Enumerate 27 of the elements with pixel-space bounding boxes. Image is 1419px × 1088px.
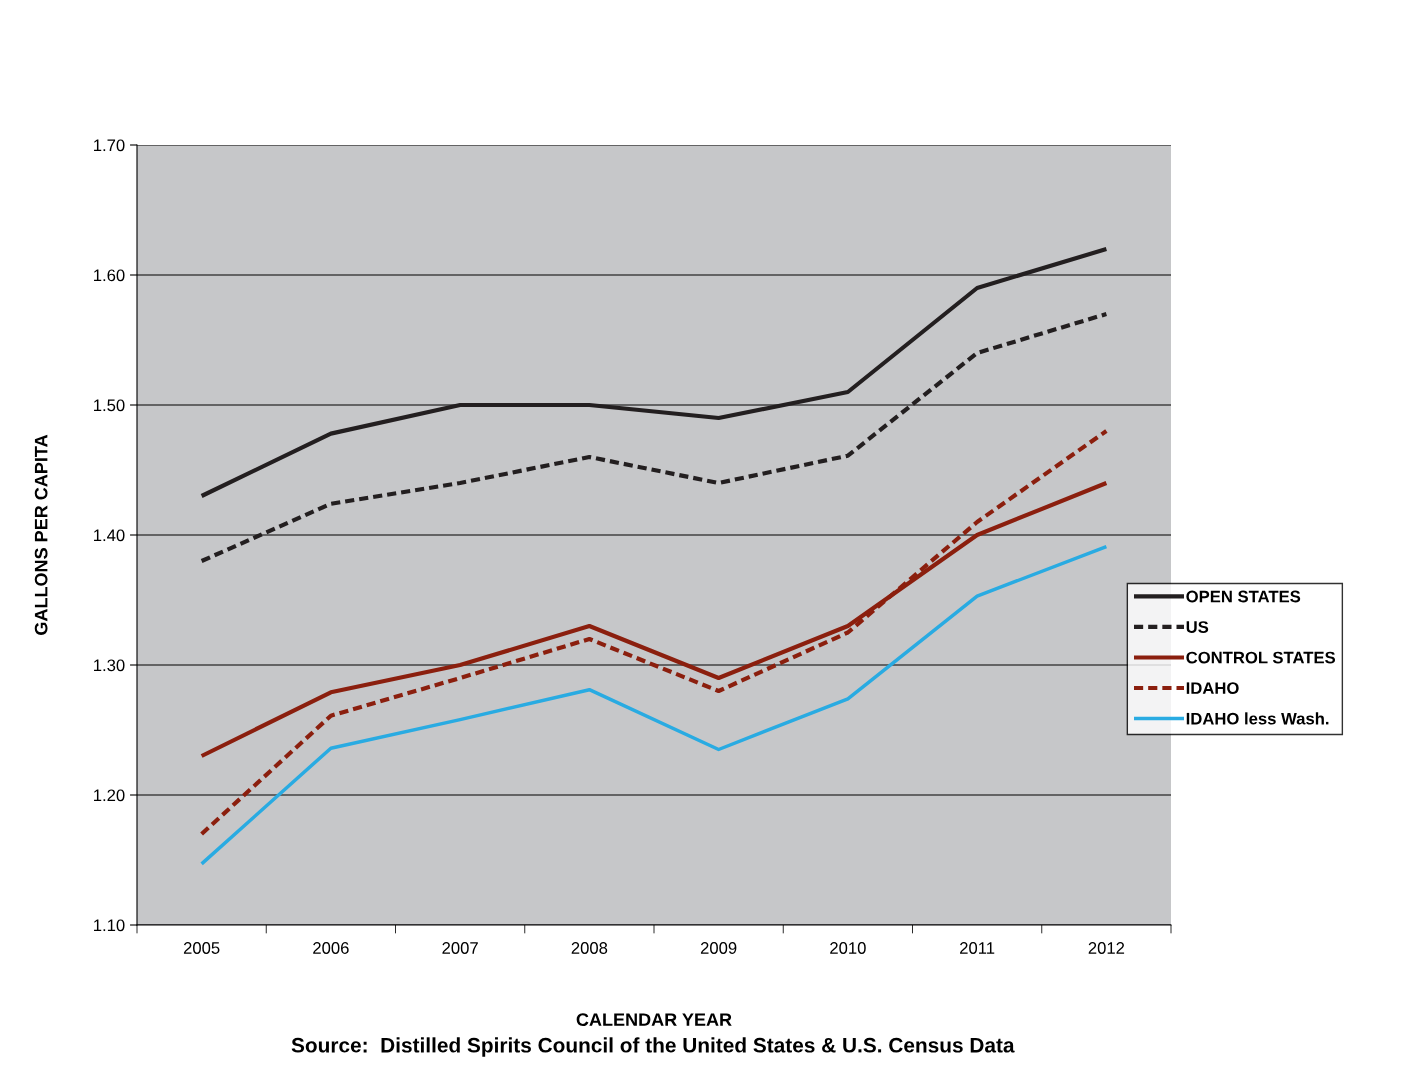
y-tick-label: 1.50 — [94, 399, 125, 412]
y-tick-label: 1.60 — [94, 269, 125, 282]
x-tick-label: 2008 — [571, 942, 608, 954]
y-tick-label: 1.30 — [94, 659, 125, 672]
x-axis-title: CALENDAR YEAR — [576, 1013, 732, 1027]
legend-label: IDAHO — [1186, 682, 1239, 695]
legend-label: IDAHO less Wash. — [1186, 712, 1329, 725]
x-tick-label: 2009 — [700, 942, 737, 954]
y-tick-label: 1.20 — [94, 789, 125, 802]
line-series — [199, 428, 1109, 837]
x-tick-label: 2007 — [442, 942, 478, 954]
line-series — [199, 544, 1109, 866]
y-tick-label: 1.10 — [94, 919, 125, 932]
x-tick-label: 2011 — [960, 942, 995, 954]
legend-label: OPEN STATES — [1186, 590, 1301, 603]
line-series — [199, 246, 1109, 499]
y-axis-title: GALLONS PER CAPITA — [34, 434, 48, 635]
legend-label: US — [1186, 621, 1209, 633]
x-tick-label: 2010 — [830, 942, 866, 954]
y-tick-label: 1.70 — [94, 139, 125, 152]
x-tick-label: 2005 — [183, 942, 220, 954]
x-tick-label: 2012 — [1088, 942, 1125, 954]
x-tick-label: 2006 — [313, 942, 349, 954]
line-series — [199, 311, 1109, 564]
legend-label: CONTROL STATES — [1186, 651, 1336, 664]
source-note: Source: Distilled Spirits Council of the United States & U.S. Census Data — [291, 1037, 1015, 1057]
y-tick-label: 1.40 — [94, 529, 125, 542]
